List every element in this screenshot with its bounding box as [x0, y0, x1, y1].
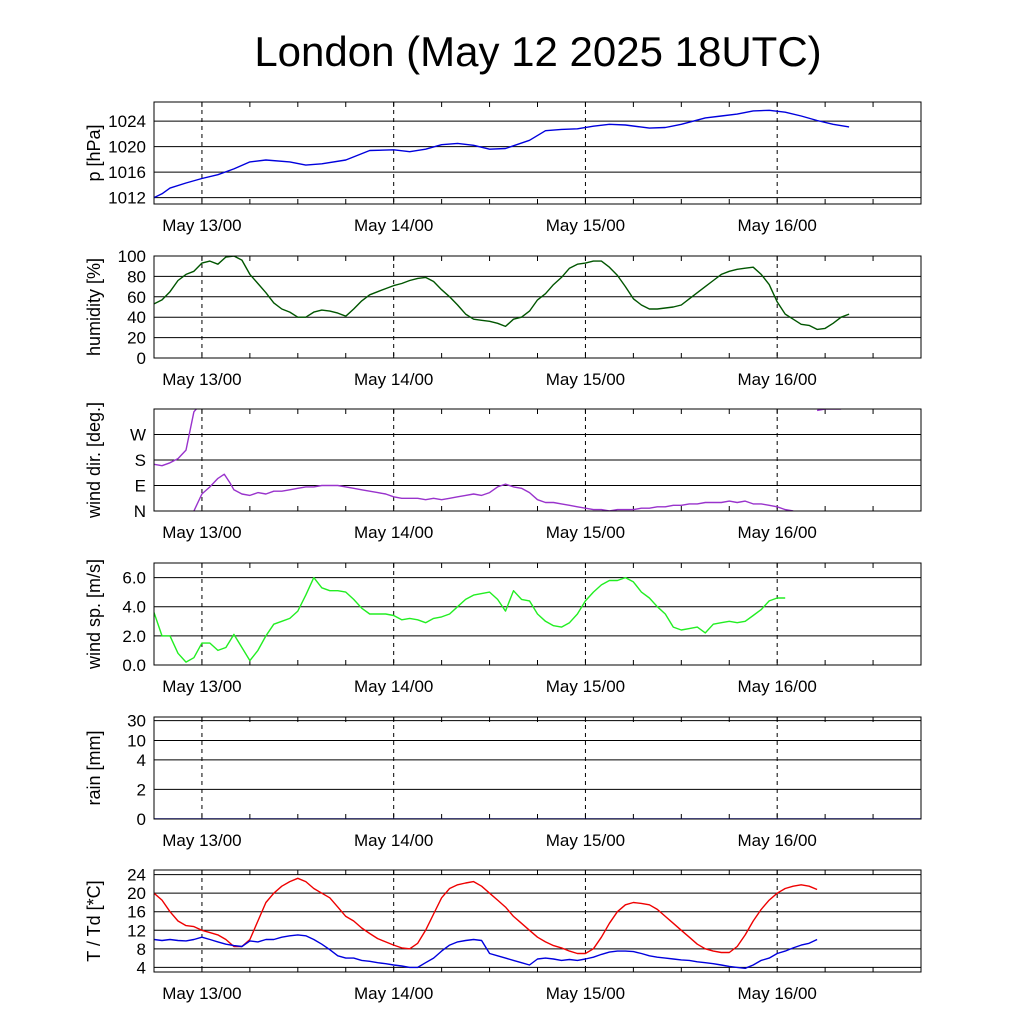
pressure-xtick-label-2: May 15/00	[546, 216, 625, 235]
temperature-frame	[153, 869, 922, 973]
humidity-ytick-label-3: 60	[127, 288, 146, 307]
wind_dir-ytick-label-2: S	[135, 451, 146, 470]
wind_speed-ytick-label-1: 2.0	[122, 627, 146, 646]
rain-ytick-label-3: 10	[127, 731, 146, 750]
pressure-series-0-line-0	[154, 109, 850, 199]
wind_speed-xtick-label-1: May 14/00	[354, 677, 433, 696]
wind_dir-series-0-line-0	[154, 409, 197, 467]
wind_dir-xtick-label-1: May 14/00	[354, 523, 433, 542]
temperature-ytick-label-5: 24	[127, 866, 146, 885]
temperature-ytick-label-2: 12	[127, 921, 146, 940]
temperature-series-1-line-0	[154, 934, 818, 969]
temperature-xtick-label-2: May 15/00	[546, 984, 625, 1003]
panel-pressure: 1012 1016 1020 1024 May 13/00 May 14/00 May 15…	[84, 101, 922, 235]
wind_speed-xtick-label-2: May 15/00	[546, 677, 625, 696]
wind_dir-xtick-label-0: May 13/00	[162, 523, 241, 542]
wind_speed-ylabel: wind sp. [m/s]	[84, 559, 104, 670]
temperature-ytick-label-1: 8	[137, 940, 146, 959]
wind_dir-ytick-label-3: W	[130, 426, 146, 445]
humidity-ytick-label-1: 20	[127, 329, 146, 348]
rain-ytick-label-0: 0	[137, 810, 146, 829]
humidity-series-0-line-0	[154, 256, 850, 331]
pressure-ylabel: p [hPa]	[84, 124, 104, 181]
wind_dir-xtick-label-3: May 16/00	[737, 523, 816, 542]
humidity-ytick-label-0: 0	[137, 349, 146, 368]
rain-xtick-label-1: May 14/00	[354, 831, 433, 850]
temperature-ytick-label-4: 20	[127, 884, 146, 903]
wind_speed-ytick-label-3: 6.0	[122, 569, 146, 588]
temperature-series-0-line-0	[154, 877, 818, 955]
pressure-ytick-label-3: 1024	[108, 112, 146, 131]
rain-ytick-label-1: 2	[137, 780, 146, 799]
wind_dir-series-0-line-1	[193, 473, 794, 511]
temperature-xtick-label-0: May 13/00	[162, 984, 241, 1003]
temperature-ytick-label-3: 16	[127, 903, 146, 922]
wind_speed-series-0-line-0	[154, 576, 786, 663]
chart-title: London (May 12 2025 18UTC)	[254, 28, 821, 75]
temperature-ylabel: T / Td [*C]	[84, 880, 104, 961]
rain-xtick-label-2: May 15/00	[546, 831, 625, 850]
pressure-xtick-label-0: May 13/00	[162, 216, 241, 235]
wind_dir-ylabel: wind dir. [deg.]	[84, 402, 104, 519]
humidity-ytick-label-4: 80	[127, 267, 146, 286]
wind_dir-ytick-label-0: N	[134, 502, 146, 521]
humidity-xtick-label-1: May 14/00	[354, 370, 433, 389]
pressure-ytick-label-0: 1012	[108, 189, 146, 208]
temperature-xtick-label-3: May 16/00	[737, 984, 816, 1003]
rain-xtick-label-3: May 16/00	[737, 831, 816, 850]
wind_speed-frame	[153, 562, 922, 666]
wind_speed-ytick-label-2: 4.0	[122, 598, 146, 617]
rain-xtick-label-0: May 13/00	[162, 831, 241, 850]
wind_dir-ytick-label-1: E	[135, 477, 146, 496]
panel-wind_speed: 0.0 2.0 4.0 6.0 May 13/00 May 14/00 May 15/00 M…	[84, 559, 922, 696]
humidity-ylabel: humidity [%]	[84, 258, 104, 356]
rain-ytick-label-2: 4	[137, 751, 146, 770]
wind_dir-series-0-line-2	[816, 409, 842, 412]
temperature-xtick-label-1: May 14/00	[354, 984, 433, 1003]
rain-ytick-label-4: 30	[127, 712, 146, 731]
pressure-frame	[153, 101, 922, 205]
humidity-xtick-label-0: May 13/00	[162, 370, 241, 389]
pressure-ytick-label-2: 1020	[108, 138, 146, 157]
wind_dir-xtick-label-2: May 15/00	[546, 523, 625, 542]
pressure-xtick-label-3: May 16/00	[737, 216, 816, 235]
humidity-ytick-label-2: 40	[127, 308, 146, 327]
wind_speed-ytick-label-0: 0.0	[122, 656, 146, 675]
humidity-frame	[153, 255, 922, 359]
humidity-xtick-label-3: May 16/00	[737, 370, 816, 389]
wind_dir-frame	[153, 408, 922, 512]
temperature-ytick-label-0: 4	[137, 958, 146, 977]
wind_speed-xtick-label-3: May 16/00	[737, 677, 816, 696]
pressure-xtick-label-1: May 14/00	[354, 216, 433, 235]
humidity-xtick-label-2: May 15/00	[546, 370, 625, 389]
wind_speed-xtick-label-0: May 13/00	[162, 677, 241, 696]
rain-ylabel: rain [mm]	[84, 730, 104, 805]
humidity-ytick-label-5: 100	[118, 247, 146, 266]
rain-frame	[153, 716, 922, 820]
pressure-ytick-label-1: 1016	[108, 163, 146, 182]
